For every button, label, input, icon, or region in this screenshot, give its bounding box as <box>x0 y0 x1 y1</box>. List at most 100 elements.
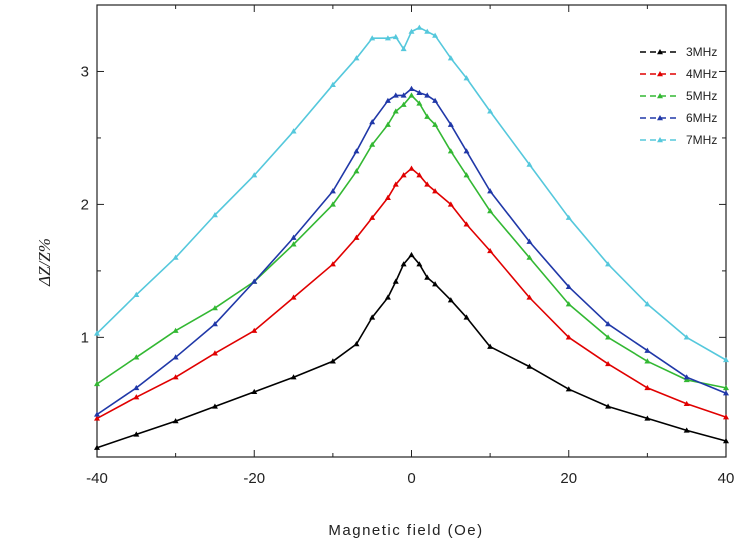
y-tick-label: 3 <box>81 63 89 80</box>
data-point <box>432 32 439 38</box>
data-point <box>723 390 729 396</box>
data-point <box>408 92 415 98</box>
data-point <box>290 374 297 380</box>
data-point <box>172 418 179 424</box>
data-point <box>369 314 376 320</box>
data-point <box>447 297 454 303</box>
data-point <box>644 384 651 391</box>
data-point <box>723 384 729 391</box>
data-point <box>683 400 690 407</box>
data-point <box>392 181 399 187</box>
data-point <box>384 121 391 127</box>
series-line <box>96 167 727 420</box>
data-point <box>526 363 533 369</box>
data-point <box>605 321 612 327</box>
data-point <box>447 201 454 207</box>
data-point <box>94 411 100 417</box>
x-tick-label: -40 <box>86 470 108 487</box>
data-point <box>133 354 140 360</box>
data-point <box>416 89 423 95</box>
data-point <box>416 100 423 106</box>
data-point <box>290 241 297 247</box>
legend-entry-4MHz: 4MHz <box>640 67 717 81</box>
data-point <box>526 161 533 167</box>
data-point <box>605 360 612 367</box>
data-point <box>133 431 140 437</box>
data-point <box>94 444 100 450</box>
data-point <box>463 172 470 178</box>
data-point <box>644 301 651 307</box>
legend-entry-5MHz: 5MHz <box>640 89 717 103</box>
legend-entry-7MHz: 7MHz <box>640 133 717 147</box>
data-point <box>353 168 360 174</box>
data-point <box>133 384 140 391</box>
data-point <box>432 97 439 103</box>
legend-label: 3MHz <box>686 45 717 59</box>
data-point <box>424 113 431 119</box>
series-6MHz <box>94 85 729 417</box>
legend-label: 5MHz <box>686 89 717 103</box>
data-point <box>251 388 258 395</box>
x-tick-label: -20 <box>243 470 265 487</box>
data-point <box>526 254 533 260</box>
data-point <box>644 415 651 421</box>
data-point <box>447 121 454 127</box>
data-point <box>172 354 179 360</box>
data-point <box>329 81 336 87</box>
data-point <box>424 28 431 34</box>
data-point <box>683 427 690 433</box>
data-point <box>392 92 399 98</box>
data-point <box>384 194 391 200</box>
data-point <box>723 438 729 444</box>
series-line <box>96 88 727 416</box>
data-point <box>432 281 439 287</box>
data-point <box>683 374 690 380</box>
series-3MHz <box>94 251 729 450</box>
legend-label: 7MHz <box>686 133 717 147</box>
data-point <box>487 188 494 194</box>
legend-marker <box>657 71 663 77</box>
data-point <box>723 414 729 420</box>
data-point <box>424 181 431 187</box>
legend: 3MHz 4MHz 5MHz 6MHz 7MHz <box>640 45 717 147</box>
data-point <box>211 321 218 327</box>
data-point <box>432 188 439 194</box>
data-point <box>94 330 100 336</box>
data-point <box>408 85 415 91</box>
data-point <box>211 305 218 311</box>
legend-entry-6MHz: 6MHz <box>640 111 717 125</box>
data-point <box>211 403 218 409</box>
data-point <box>353 341 360 347</box>
data-point <box>644 347 651 353</box>
plot-frame <box>96 4 727 458</box>
data-point <box>172 374 179 380</box>
series-layer <box>94 24 729 450</box>
data-point <box>384 294 391 300</box>
data-point <box>565 301 572 307</box>
data-point <box>329 201 336 207</box>
legend-marker <box>657 93 663 99</box>
x-tick-label: 20 <box>560 470 577 487</box>
data-point <box>329 261 336 267</box>
y-tick-label: 2 <box>81 196 89 213</box>
x-axis-label: Magnetic field (Oe) <box>328 522 483 539</box>
data-point <box>392 33 399 40</box>
data-point <box>683 334 690 340</box>
data-point <box>408 251 415 258</box>
data-point <box>463 148 470 154</box>
data-point <box>384 97 391 103</box>
data-point <box>463 314 470 320</box>
legend-label: 6MHz <box>686 111 717 125</box>
data-point <box>133 291 140 298</box>
data-point <box>463 75 470 81</box>
data-point <box>424 274 431 280</box>
series-7MHz <box>94 24 729 363</box>
data-point <box>424 92 431 98</box>
data-point <box>432 121 439 127</box>
legend-marker <box>657 115 663 121</box>
y-tick-label: 1 <box>81 329 89 346</box>
data-point <box>565 283 572 290</box>
data-point <box>526 294 533 300</box>
data-point <box>251 327 258 333</box>
data-point <box>565 386 572 392</box>
